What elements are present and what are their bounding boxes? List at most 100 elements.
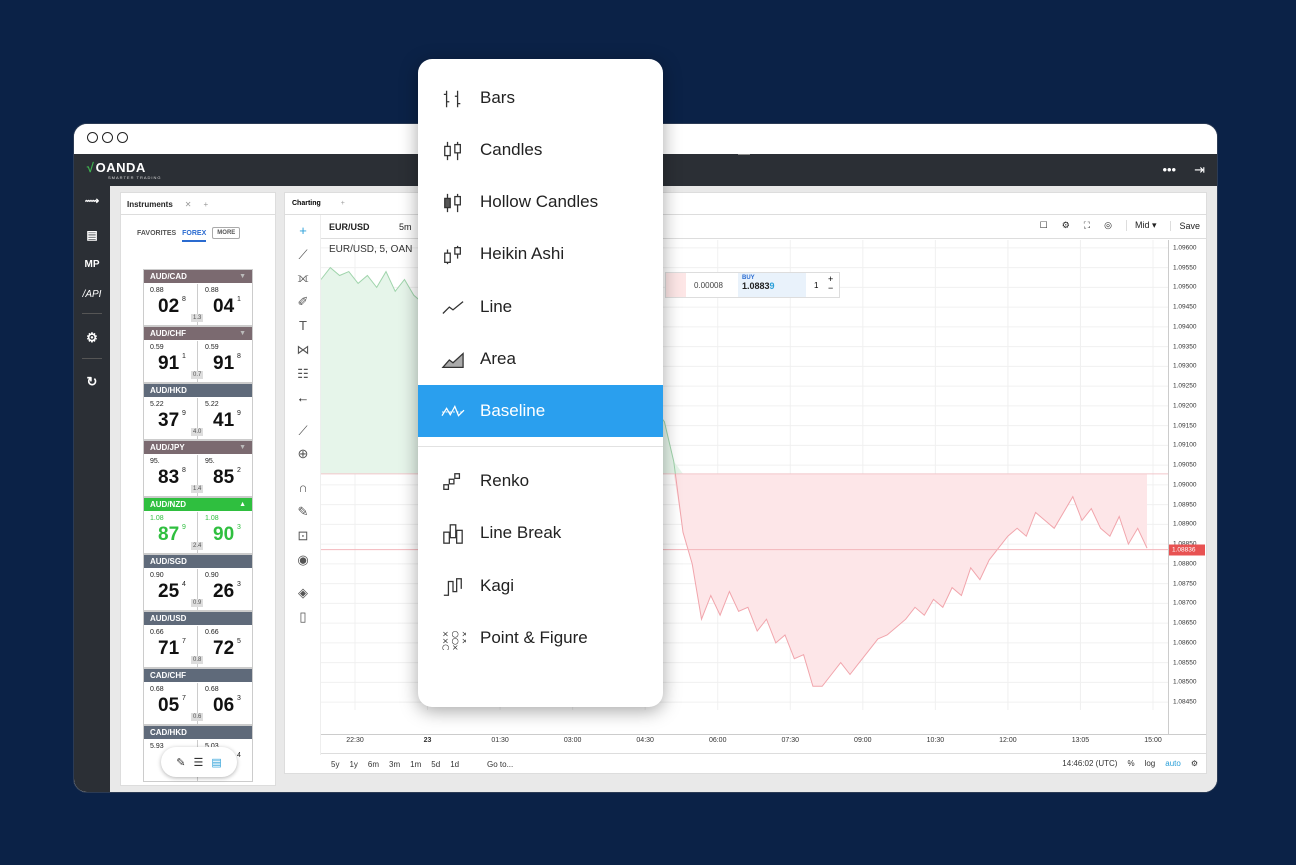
chart-type-candles[interactable]: Candles — [418, 124, 663, 176]
chart-type-line-break[interactable]: Line Break — [418, 507, 663, 559]
chart-type-heikin-ashi[interactable]: Heikin Ashi — [418, 228, 663, 280]
range-button[interactable]: 6m — [367, 760, 380, 769]
instrument-card[interactable]: AUD/SGD 0.90 25 4 0.9 0.90 26 3 — [143, 554, 253, 611]
trash-icon[interactable]: ▯ — [299, 609, 307, 624]
mp-icon[interactable]: MP — [84, 259, 100, 270]
gear-icon[interactable]: ⚙ — [1190, 759, 1198, 768]
lock-icon[interactable]: ⊡ — [297, 528, 309, 543]
exchange-icon[interactable]: ⟿ — [84, 196, 100, 207]
symbol-selector[interactable]: EUR/USD — [329, 222, 370, 232]
range-button[interactable]: 5y — [331, 760, 340, 769]
chart-type-line[interactable]: Line — [418, 281, 663, 333]
tab-favorites[interactable]: FAVORITES — [137, 229, 177, 237]
goto-button[interactable]: Go to... — [487, 760, 514, 769]
chart-type-baseline[interactable]: Baseline — [418, 385, 663, 437]
zoom-in-icon[interactable]: ⊕ — [297, 446, 309, 461]
pattern-icon[interactable]: ⋈ — [296, 342, 310, 357]
instrument-card[interactable]: AUD/HKD 5.22 37 9 4.0 5.22 41 9 — [143, 383, 253, 440]
buy-price-button[interactable]: 5.03 4 — [199, 740, 253, 782]
instrument-card[interactable]: AUD/CHF ▼ 0.59 91 1 0.7 0.59 91 8 — [143, 326, 253, 383]
resize-handle[interactable] — [738, 154, 750, 155]
pencil-icon[interactable]: ✎ — [176, 756, 186, 769]
trend-line-icon[interactable]: ⟋ — [298, 247, 308, 262]
chart-type-hollow-candles[interactable]: Hollow Candles — [418, 176, 663, 228]
chart-type-area[interactable]: Area — [418, 333, 663, 385]
chart-type-bars[interactable]: Bars — [418, 72, 663, 124]
chart-type-renko[interactable]: Renko — [418, 455, 663, 507]
range-button[interactable]: 5d — [431, 760, 441, 769]
news-icon[interactable]: ▤ — [86, 228, 98, 242]
save-button[interactable]: Save — [1170, 220, 1200, 231]
buy-price-button[interactable]: 0.66 72 5 — [199, 626, 253, 668]
log-toggle[interactable]: log — [1144, 759, 1156, 768]
time-axis[interactable]: 22:30 23 01:30 03:00 04:30 06:00 07:30 09:00 10:… — [321, 734, 1168, 744]
prediction-icon[interactable]: ☷ — [297, 366, 309, 381]
buy-price-button[interactable]: 0.68 06 3 — [199, 683, 253, 725]
list-icon[interactable]: ☰ — [193, 756, 204, 769]
price-side-dropdown[interactable]: Mid ▾ — [1125, 220, 1156, 231]
window-control-dot[interactable] — [102, 132, 113, 143]
instrument-card[interactable]: AUD/JPY ▼ 95. 83 8 1.4 95. 85 2 — [143, 440, 253, 497]
refresh-icon[interactable]: ↻ — [86, 374, 98, 389]
sell-price-button[interactable]: 0.66 71 7 0.8 — [144, 626, 204, 668]
buy-price-button[interactable]: 95. 85 2 — [199, 455, 253, 497]
buy-price-button[interactable]: 0.59 91 8 — [199, 341, 253, 383]
buy-price-button[interactable]: 0.88 04 1 — [199, 284, 253, 326]
quantity-stepper[interactable]: + − — [828, 274, 834, 293]
logout-icon[interactable]: ⇥ — [1194, 162, 1205, 177]
fullscreen-icon[interactable]: ⛶ — [1083, 220, 1091, 230]
eye-icon[interactable]: ◉ — [297, 552, 309, 567]
add-tab-icon[interactable]: + — [203, 200, 209, 209]
range-button[interactable]: 1m — [410, 760, 422, 769]
sell-price-button[interactable]: 0.59 91 1 0.7 — [144, 341, 204, 383]
window-control-dot[interactable] — [87, 132, 98, 143]
sell-price-button[interactable]: 0.88 02 8 1.3 — [144, 284, 204, 326]
layout-icon[interactable]: ▤ — [211, 756, 222, 769]
auto-toggle[interactable]: auto — [1165, 759, 1181, 768]
crosshair-icon[interactable]: + — [299, 223, 307, 238]
ruler-icon[interactable]: ⟋ — [298, 423, 308, 438]
gear-icon[interactable]: ⚙ — [1061, 220, 1070, 230]
close-tab-icon[interactable]: ✕ — [184, 200, 192, 209]
instrument-card[interactable]: AUD/USD 0.66 71 7 0.8 0.66 72 5 — [143, 611, 253, 668]
brush-icon[interactable]: ✐ — [297, 294, 309, 309]
api-icon[interactable]: /API — [82, 289, 102, 300]
lock-drawing-icon[interactable]: ✎ — [297, 504, 309, 519]
fib-icon[interactable]: ⟗ — [297, 270, 309, 285]
window-control-dot[interactable] — [117, 132, 128, 143]
square-icon[interactable]: ☐ — [1039, 220, 1048, 230]
tab-charting[interactable]: Charting — [292, 200, 321, 207]
camera-icon[interactable]: ◎ — [1104, 220, 1112, 230]
instrument-card[interactable]: AUD/CAD ▼ 0.88 02 8 1.3 0.88 04 1 — [143, 269, 253, 326]
buy-price-button[interactable]: 1.08 90 3 — [199, 512, 253, 554]
settings-icon[interactable]: ⚙ — [86, 330, 98, 345]
instrument-card[interactable]: CAD/CHF 0.68 05 7 0.6 0.68 06 3 — [143, 668, 253, 725]
price-axis[interactable]: 1.09600 1.09550 1.09500 1.09450 1.09400 1.093… — [1168, 240, 1206, 735]
sell-button[interactable] — [666, 273, 686, 297]
chart-type-kagi[interactable]: Kagi — [418, 560, 663, 612]
tab-forex[interactable]: FOREX — [182, 230, 207, 242]
sell-price-button[interactable]: 0.90 25 4 0.9 — [144, 569, 204, 611]
buy-price-button[interactable]: 5.22 41 9 — [199, 398, 253, 440]
range-button[interactable]: 1d — [450, 760, 460, 769]
text-icon[interactable]: T — [299, 318, 307, 333]
quantity-field[interactable]: 1 — [814, 281, 819, 290]
layers-icon[interactable]: ◈ — [298, 585, 308, 600]
magnet-icon[interactable]: ∩ — [298, 480, 308, 495]
more-icon[interactable]: ••• — [1162, 162, 1177, 177]
timeframe-selector[interactable]: 5m — [399, 222, 412, 232]
sell-price-button[interactable]: 0.68 05 7 0.6 — [144, 683, 204, 725]
range-button[interactable]: 1y — [349, 760, 358, 769]
add-tab-icon[interactable]: + — [340, 200, 345, 207]
percent-toggle[interactable]: % — [1127, 759, 1135, 768]
buy-price-button[interactable]: 0.90 26 3 — [199, 569, 253, 611]
range-button[interactable]: 3m — [389, 760, 401, 769]
oanda-logo[interactable]: √ OANDA SMARTER TRADING — [86, 160, 161, 180]
sell-price-button[interactable]: 95. 83 8 1.4 — [144, 455, 204, 497]
tab-instruments[interactable]: Instruments — [127, 200, 173, 209]
chart-type-point-figure[interactable]: × ○ × × ○ × ○ × Point & Figure — [418, 612, 663, 664]
buy-button[interactable]: BUY 1.08839 — [738, 273, 806, 297]
back-arrow-icon[interactable]: ← — [296, 390, 310, 405]
instrument-card[interactable]: AUD/NZD ▲ 1.08 87 9 2.4 1.08 90 3 — [143, 497, 253, 554]
sell-price-button[interactable]: 1.08 87 9 2.4 — [144, 512, 204, 554]
